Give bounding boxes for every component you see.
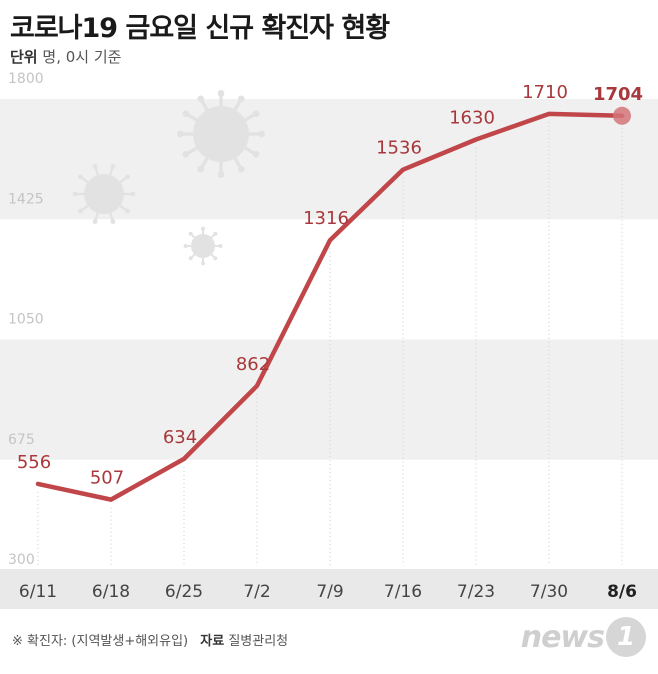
unit-label: 단위: [10, 48, 38, 66]
footnote-text: ※ 확진자: (지역발생+해외유입): [12, 634, 189, 649]
data-label: 862: [236, 354, 270, 375]
background-band: [0, 459, 658, 580]
data-label: 507: [90, 468, 124, 489]
x-tick-label: 7/2: [243, 582, 270, 602]
x-tick-label: 7/9: [316, 582, 343, 602]
virus-icon: [183, 226, 223, 266]
x-tick-label: 6/18: [92, 582, 130, 602]
data-labels: 556 507 634 862 1316 1536 1630 1710 1704: [17, 82, 643, 489]
data-label: 1710: [522, 82, 568, 103]
y-tick-label: 675: [8, 432, 35, 448]
data-points: [613, 106, 631, 125]
vertical-guides: [37, 121, 623, 566]
unit-caption: 단위 명, 0시 기준: [10, 46, 121, 67]
virus-icon-decoration: [72, 90, 265, 266]
data-label: 1536: [376, 138, 422, 159]
series-line: [35, 111, 625, 502]
data-label: 1704: [593, 84, 643, 105]
x-tick-label: 7/23: [457, 582, 495, 602]
footer-note: ※ 확진자: (지역발생+해외유입) 자료 질병관리청: [12, 630, 288, 649]
source-label: 자료: [200, 634, 225, 649]
unit-text: 명, 0시 기준: [42, 48, 122, 66]
data-label: 1630: [449, 108, 495, 129]
data-label: 634: [163, 427, 197, 448]
virus-icon: [177, 90, 265, 178]
x-tick-label: 6/11: [19, 582, 57, 602]
highlight-point: [613, 106, 631, 125]
logo-text: news: [520, 619, 605, 655]
news1-logo: news 1: [521, 617, 646, 657]
background-band: [0, 339, 658, 460]
background-bands: [0, 99, 658, 580]
y-axis-ticks: 300 675 1050 1425 1800: [8, 71, 44, 568]
x-tick-label: 7/16: [384, 582, 422, 602]
page-title: 코로나19 금요일 신규 확진자 현황: [10, 13, 390, 44]
x-axis-labels: 6/11 6/18 6/25 7/2 7/9 7/16 7/23 7/30 8/6: [19, 582, 637, 602]
x-tick-label: 8/6: [607, 582, 637, 602]
background-band: [0, 219, 658, 340]
logo-mark: 1: [606, 617, 646, 657]
y-tick-label: 1800: [8, 71, 44, 87]
data-label: 556: [17, 452, 51, 473]
virus-icon: [72, 164, 136, 224]
y-tick-label: 300: [8, 552, 35, 568]
source-text: 질병관리청: [228, 634, 289, 649]
x-axis-bar: [0, 569, 658, 609]
x-tick-label: 6/25: [165, 582, 203, 602]
data-label: 1316: [303, 208, 349, 229]
y-tick-label: 1050: [8, 312, 44, 328]
y-tick-label: 1425: [8, 191, 44, 207]
x-tick-label: 7/30: [530, 582, 568, 602]
